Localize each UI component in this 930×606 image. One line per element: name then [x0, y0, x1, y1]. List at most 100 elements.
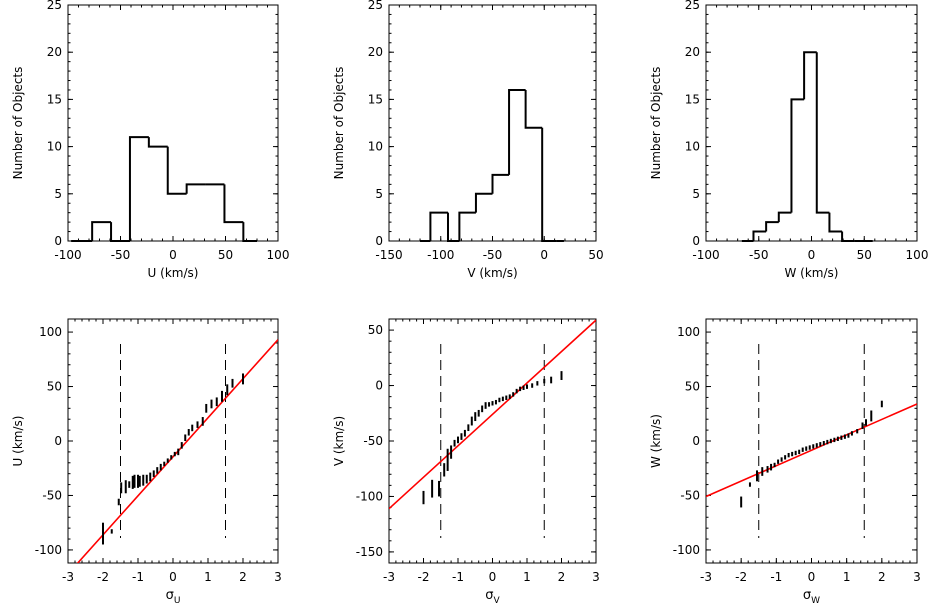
x-tick-label: 1 — [204, 570, 212, 584]
y-tick-label: 100 — [677, 325, 700, 339]
y-tick-label: 0 — [375, 234, 383, 248]
y-axis-label: W (km/s) — [649, 414, 663, 468]
y-axis-label: U (km/s) — [11, 416, 25, 467]
y-tick-label: 0 — [54, 434, 62, 448]
x-tick-label: -100 — [692, 248, 719, 262]
y-tick-label: 20 — [685, 45, 700, 59]
x-tick-label: -50 — [483, 248, 503, 262]
y-tick-label: 0 — [692, 234, 700, 248]
y-tick-label: 50 — [685, 380, 700, 394]
x-axis-label: U (km/s) — [148, 266, 199, 280]
x-tick-label: 0 — [169, 570, 177, 584]
x-tick-label: 50 — [588, 248, 603, 262]
panel-3: -100 -50 0 50 100 0 5 10 15 20 25 Number of Objects… — [649, 0, 928, 280]
histogram-bin — [765, 221, 779, 232]
fit-line — [706, 403, 917, 498]
y-tick-label: 10 — [368, 140, 383, 154]
y-tick-label: 10 — [685, 140, 700, 154]
x-axis-label: σW — [803, 588, 820, 606]
x-axis-label-main: σ — [485, 588, 493, 603]
y-tick-label: 50 — [368, 323, 383, 337]
x-tick-label: 50 — [218, 248, 233, 262]
y-tick-label: 15 — [685, 92, 700, 106]
x-tick-label: 3 — [274, 570, 282, 584]
histogram-bin — [458, 211, 476, 241]
x-tick-label: 50 — [857, 248, 872, 262]
histogram-bin — [508, 88, 526, 175]
x-tick-label: 2 — [878, 570, 886, 584]
x-tick-label: -3 — [62, 570, 74, 584]
histogram-bin — [803, 51, 817, 100]
x-tick-label: 1 — [523, 570, 531, 584]
histogram-bin — [166, 146, 187, 195]
y-tick-label: 20 — [368, 45, 383, 59]
histogram-bin — [524, 89, 543, 129]
x-axis-label: σU — [166, 588, 181, 606]
panel-5: -3 -2 -1 0 1 2 3 -150 -100 -50 0 50 V (km/s) σV — [332, 318, 600, 606]
y-tick-label: -100 — [356, 489, 383, 503]
y-tick-label: 15 — [368, 92, 383, 106]
x-tick-label: 0 — [808, 570, 816, 584]
y-tick-label: 0 — [692, 434, 700, 448]
x-tick-label: -100 — [54, 248, 81, 262]
panel-4: -3 -2 -1 0 1 2 3 -100 -50 0 50 100 U (km/s) σU — [11, 318, 282, 606]
x-tick-label: -3 — [383, 570, 395, 584]
fit-line — [76, 339, 278, 563]
y-tick-label: 20 — [47, 45, 62, 59]
y-tick-label: 5 — [54, 187, 62, 201]
histogram-bin — [128, 136, 149, 241]
y-tick-label: 25 — [47, 0, 62, 12]
y-tick-label: 5 — [375, 187, 383, 201]
y-axis-label: Number of Objects — [11, 67, 25, 180]
x-tick-label: -1 — [132, 570, 144, 584]
y-tick-label: 0 — [375, 379, 383, 393]
plot-frame — [705, 318, 918, 564]
x-tick-label: -150 — [375, 248, 402, 262]
x-axis-label-sub: V — [494, 596, 501, 606]
histogram-bin — [752, 230, 767, 241]
y-tick-label: -50 — [363, 434, 383, 448]
x-tick-label: 0 — [540, 248, 548, 262]
x-tick-label: -100 — [427, 248, 454, 262]
x-axis-label-main: σ — [803, 588, 811, 603]
y-axis-label: V (km/s) — [332, 416, 346, 466]
x-tick-label: 2 — [239, 570, 247, 584]
x-axis-label-sub: W — [811, 596, 820, 606]
plot-frame — [388, 318, 597, 564]
x-axis-label: W (km/s) — [785, 266, 839, 280]
y-tick-label: -100 — [673, 543, 700, 557]
panel-1: -100 -50 0 50 100 0 5 10 15 20 25 Number of Objects… — [11, 0, 289, 280]
y-tick-label: -50 — [42, 488, 62, 502]
x-tick-label: -50 — [111, 248, 131, 262]
x-axis-label: V (km/s) — [467, 266, 517, 280]
y-tick-label: 10 — [47, 140, 62, 154]
x-tick-label: 0 — [808, 248, 816, 262]
y-tick-label: 25 — [368, 0, 383, 12]
histogram-bin — [446, 212, 460, 242]
x-tick-label: -2 — [418, 570, 430, 584]
y-axis-label: Number of Objects — [332, 67, 346, 180]
plot-frame — [67, 4, 279, 242]
x-tick-label: -2 — [735, 570, 747, 584]
x-tick-label: 3 — [913, 570, 921, 584]
plot-frame — [388, 4, 597, 242]
histogram-bin — [815, 52, 830, 214]
histogram-bin — [223, 184, 244, 224]
y-axis-label: Number of Objects — [649, 67, 663, 180]
x-tick-label: -3 — [700, 570, 712, 584]
y-tick-label: 100 — [39, 325, 62, 339]
panel-2: -150 -100 -50 0 50 0 5 10 15 20 25 Number of Object… — [332, 0, 604, 280]
histogram-bin — [91, 221, 112, 241]
y-tick-label: -150 — [356, 545, 383, 559]
histogram-bin — [474, 192, 493, 213]
plot-frame — [705, 4, 918, 242]
histogram-bin — [185, 183, 206, 194]
histogram-bin — [491, 173, 510, 194]
x-axis-label-main: σ — [166, 588, 174, 603]
histogram-bin — [541, 127, 557, 242]
x-tick-label: 1 — [843, 570, 851, 584]
x-tick-label: -1 — [770, 570, 782, 584]
plot-frame — [67, 318, 279, 564]
histogram-bin — [828, 212, 843, 233]
histogram-bin — [429, 211, 448, 241]
